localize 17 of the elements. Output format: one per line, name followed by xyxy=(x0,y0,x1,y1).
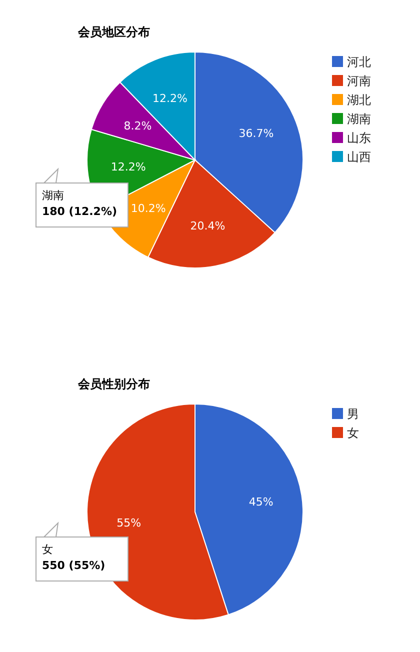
legend-label: 男 xyxy=(347,407,359,421)
data-label: 55% xyxy=(116,516,142,530)
data-label: 8.2% xyxy=(124,119,152,132)
legend-label: 山东 xyxy=(347,131,371,145)
data-label: 45% xyxy=(248,496,274,509)
data-label: 10.2% xyxy=(130,202,166,216)
legend-label: 湖南 xyxy=(347,112,371,126)
legend-label: 河北 xyxy=(347,55,371,69)
data-label: 36.7% xyxy=(238,126,274,140)
data-label: 20.4% xyxy=(190,220,226,233)
legend-label: 湖北 xyxy=(347,93,371,107)
legend-label: 河南 xyxy=(347,74,371,88)
data-label: 12.2% xyxy=(152,92,188,105)
chart-title: 会员性别分布 xyxy=(77,377,150,391)
legend-label: 山西 xyxy=(347,150,371,164)
chart-title: 会员地区分布 xyxy=(77,25,150,39)
legend-label: 女 xyxy=(347,426,359,440)
